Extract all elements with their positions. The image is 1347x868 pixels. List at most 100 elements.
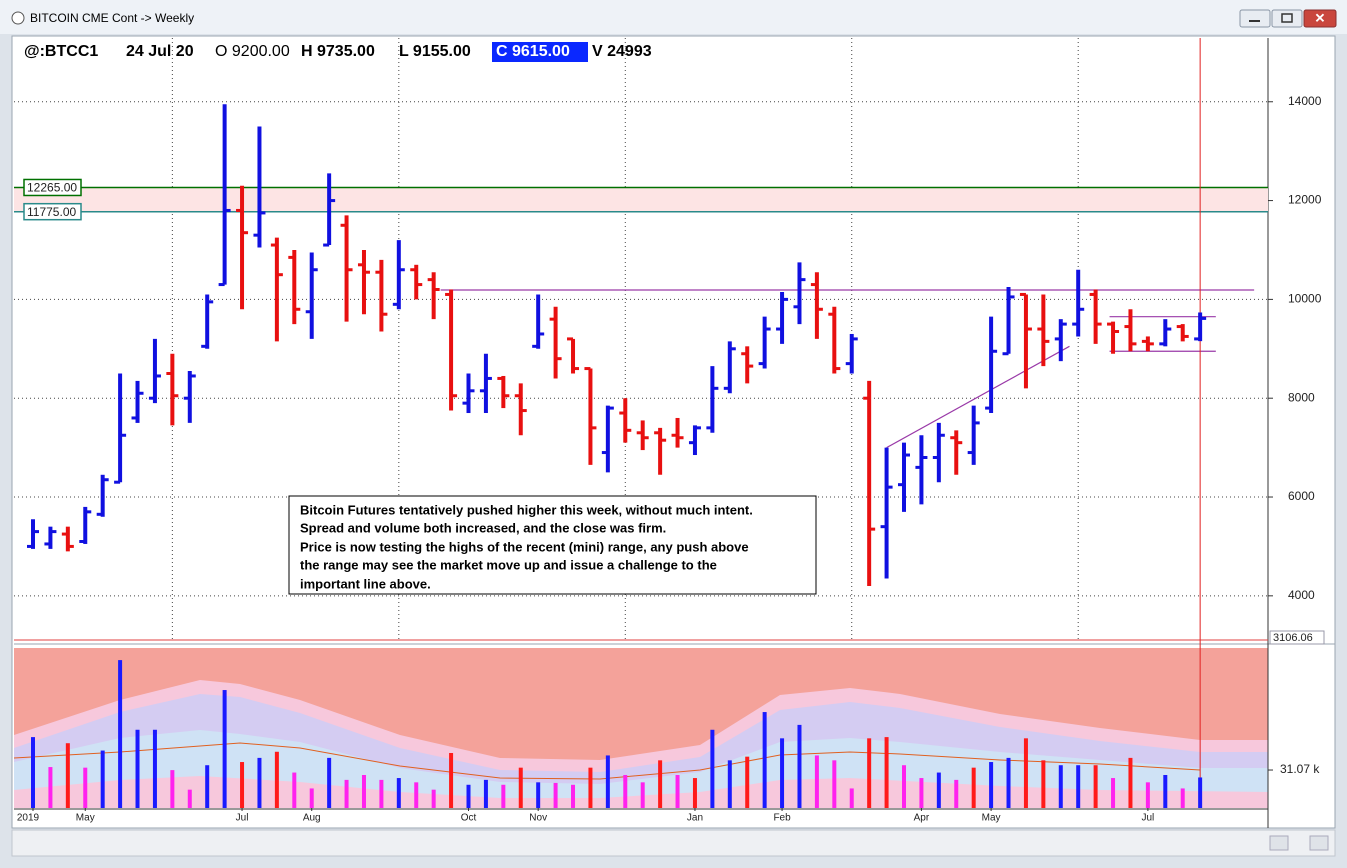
symbol: @:BTCC1 [24,43,98,60]
volume-bar [257,757,262,808]
volume-bar [1128,757,1133,808]
x-tick-label: Jul [1141,813,1154,824]
volume-bar [675,774,680,808]
y-tick-label: 4000 [1288,588,1315,602]
trendline [886,345,1070,449]
volume-bar [1163,774,1168,808]
volume-bar [571,784,576,808]
volume-bar [1145,782,1150,808]
volume-bar [640,782,645,808]
volume-bar [274,751,279,808]
volume-bar [344,779,349,808]
app-icon [11,11,25,25]
bottom-value-box [1269,630,1325,645]
x-tick-label: Aug [303,813,321,824]
scroll-bar[interactable] [11,829,1336,857]
volume-bar [379,779,384,808]
volume-bar [170,770,175,808]
x-tick-label: Jul [236,813,249,824]
volume-bar [1180,788,1185,808]
x-tick-label: 2019 [17,813,40,824]
volume-bar [710,729,715,808]
x-tick-label: Jan [687,813,703,824]
low-text: L 9155.00 [399,43,471,60]
title-bar [0,0,1347,34]
y-tick-label: 14000 [1288,94,1322,108]
volume-bar [1093,765,1098,808]
volume-bar [240,762,245,808]
volume-bar [780,738,785,808]
volume-bar [867,738,872,808]
volume-bar [797,724,802,808]
volume-bar [100,750,105,808]
volume-bar [501,784,506,808]
level-label-box [23,202,82,221]
annotation-box [288,495,817,595]
volume-bar [449,752,454,808]
minimize-button[interactable] [1239,9,1271,28]
volume-bar [187,789,192,808]
y-tick-label: 10000 [1288,292,1322,306]
volume-bar [849,788,854,808]
y-tick-label: 6000 [1288,489,1315,503]
volume-bar [222,690,227,808]
volume-bar [466,784,471,808]
volume-bar [361,774,366,808]
volume-bar [605,755,610,808]
scroll-right[interactable] [1309,835,1329,851]
x-tick-label: May [982,813,1001,824]
volume-bar [692,778,697,808]
volume-bar [83,767,88,808]
y-tick-label: 8000 [1288,390,1315,404]
plot: 4000 6000 8000 10000 12000 14000 3106.06 12265.… [14,38,1325,824]
level-label: 12265.00 [27,181,77,195]
volume-bar [919,778,924,808]
volume-bar [118,660,123,808]
open-text: O 9200.00 [215,43,290,60]
volume-tick-label: 31.07 k [1280,762,1320,776]
bottom-value-label: 3106.06 [1273,632,1313,644]
maximize-button[interactable] [1271,9,1303,28]
volume-bar [292,772,297,808]
volume-bar [152,729,157,808]
volume-bar [309,788,314,808]
volume-bar [727,760,732,808]
volume-bar [1023,738,1028,808]
volume-bar [483,779,488,808]
volume-text: V 24993 [592,43,652,60]
volume-bar [396,778,401,808]
level-zone [14,187,1268,212]
volume-bar [971,767,976,808]
close-button[interactable] [1303,9,1337,28]
volume-bar [658,760,663,808]
volume-bar [884,737,889,808]
volume-bar [48,767,53,808]
annotation-line: the range may see the market move up and… [300,557,717,572]
volume-bar [518,767,523,808]
volume-bar [414,782,419,808]
close-highlight [492,42,588,62]
annotation-line: Price is now testing the highs of the re… [300,539,749,554]
volume-bar [745,756,750,808]
annotation-line: Bitcoin Futures tentatively pushed highe… [300,502,753,517]
scroll-left[interactable] [1269,835,1289,851]
level-label: 11775.00 [27,205,76,219]
annotation-line: Spread and volume both increased, and th… [300,520,666,535]
volume-bar [902,765,906,808]
x-tick-label: Oct [461,813,477,824]
volume-bar [65,743,70,808]
high-text: H 9735.00 [301,43,375,60]
volume-bar [205,765,210,808]
maximize-icon [1281,13,1293,23]
close-icon: ✕ [1315,10,1326,25]
close-text: C 9615.00 [496,43,570,60]
bar-date: 24 Jul 20 [126,43,194,60]
volume-bar [588,767,593,808]
annotation-line: important line above. [300,576,431,591]
volume-bar [1076,765,1081,808]
volume-bar [327,757,332,808]
volume-bar [623,774,628,808]
volume-bar [1041,760,1046,808]
volume-bar [936,772,941,808]
